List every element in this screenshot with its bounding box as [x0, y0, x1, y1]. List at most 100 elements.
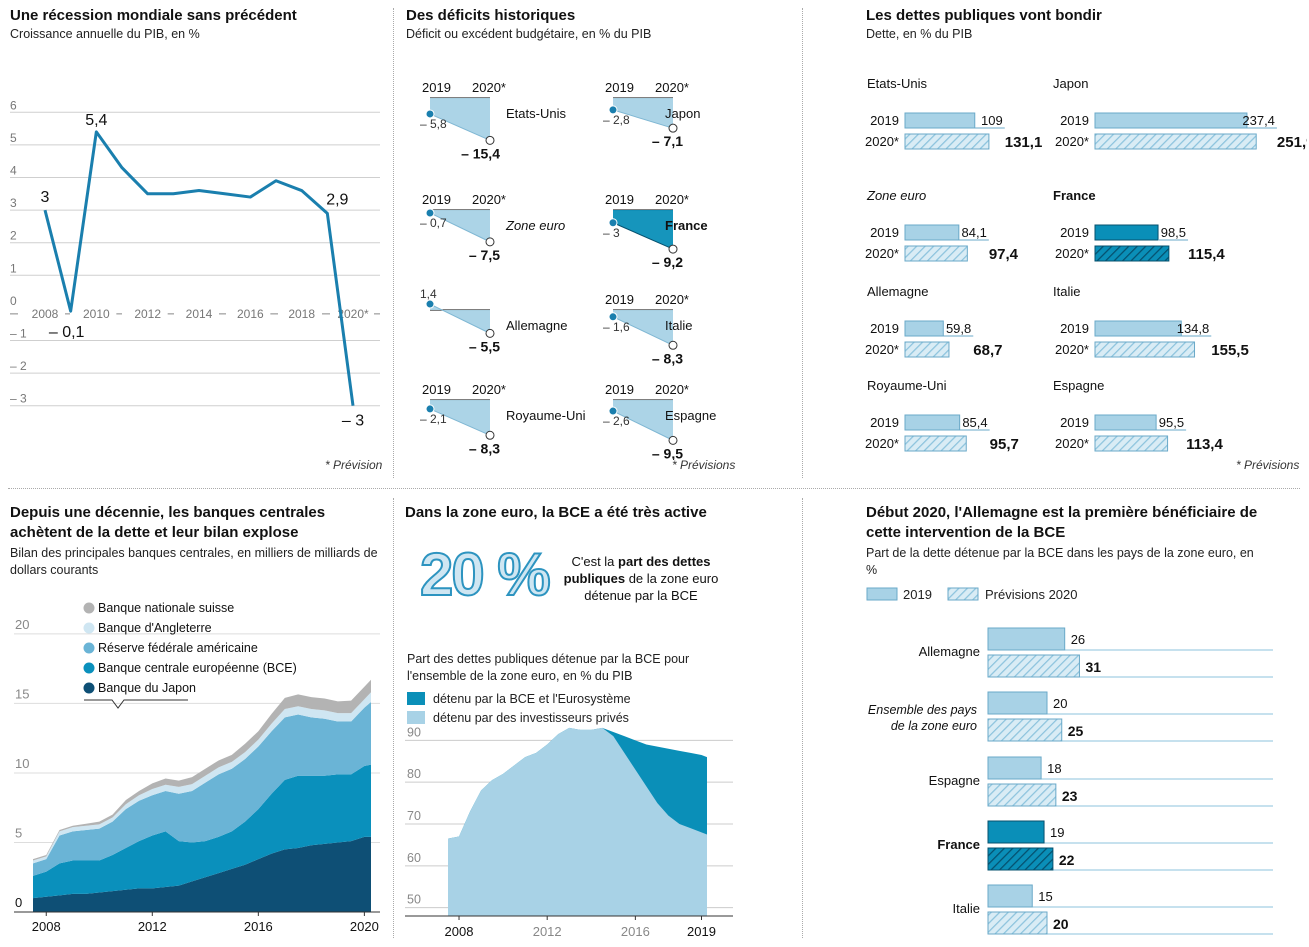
share-label-2019: 26	[1071, 632, 1085, 647]
debt-year-2020: 2020*	[865, 342, 899, 357]
deficit-label-2019: – 0,7	[420, 216, 447, 230]
deficits-note: * Prévisions	[672, 458, 736, 472]
deficit-slope	[429, 212, 491, 243]
debt-label-2019: 84,1	[962, 225, 987, 240]
banks-title: Depuis une décennie, les banques central…	[10, 504, 326, 541]
deficit-slope	[429, 303, 491, 334]
share-label-2020: 20	[1053, 916, 1069, 932]
deficit-year-2020: 2020*	[472, 192, 506, 207]
deficit-label-2020: – 8,3	[652, 350, 683, 366]
debt-country-name: Zone euro	[866, 188, 926, 203]
deficit-label-2020: – 5,5	[469, 338, 500, 354]
gdp-data-label: 3	[41, 189, 50, 206]
share-legend-label: Prévisions 2020	[985, 587, 1078, 602]
deficit-label-2019: – 3	[603, 226, 620, 240]
deficit-slope	[429, 113, 491, 141]
gdp-y-tick: – 1	[10, 327, 27, 341]
share-label-2020: 31	[1085, 659, 1101, 675]
separator-h	[8, 488, 1300, 489]
debt-label-2020: 113,4	[1186, 436, 1223, 453]
banks-y-tick: 15	[15, 686, 29, 701]
debt-label-2020: 115,4	[1188, 246, 1225, 263]
bce-chart: détenu par la BCE et l'Eurosystème détenu…	[405, 692, 733, 939]
gdp-x-label: 2014	[186, 307, 213, 321]
debt-label-2020: 131,1	[1005, 134, 1043, 151]
deficit-point-2020	[668, 123, 678, 133]
gdp-panel: Une récession mondiale sans précédent Cr…	[10, 6, 388, 43]
share-bar-2020	[987, 654, 1080, 678]
deficit-label-2019: – 5,8	[420, 117, 447, 131]
bce-title: Dans la zone euro, la BCE a été très act…	[405, 504, 707, 521]
debt-bar-2020	[1094, 435, 1169, 452]
gdp-y-tick: 4	[10, 164, 17, 178]
deficit-year-2020: 2020*	[655, 382, 689, 397]
gdp-x-label: 2016	[237, 307, 264, 321]
bce-y-tick: 70	[407, 809, 421, 823]
debt-year-2019: 2019	[1060, 415, 1089, 430]
debt-year-2019: 2019	[1060, 113, 1089, 128]
share-bar-2019	[987, 627, 1066, 651]
deficit-year-2020: 2020*	[655, 192, 689, 207]
deficit-slope	[612, 222, 674, 250]
deficit-area	[613, 210, 673, 250]
gdp-x-label-bg	[127, 306, 168, 321]
deficit-country-name: Zone euro	[505, 218, 565, 233]
deficit-area	[613, 400, 673, 441]
separator-v2	[802, 8, 803, 478]
debt-bar-2020	[904, 435, 967, 452]
bce-y-tick: 60	[407, 851, 421, 865]
deficit-year-2019: 2019	[605, 80, 634, 95]
debt-bar-2019	[1094, 112, 1248, 129]
share-label-2019: 19	[1050, 825, 1064, 840]
share-subtitle: Part de la dette détenue par la BCE dans…	[866, 546, 1254, 577]
deficit-country-name: Etats-Unis	[506, 106, 566, 121]
share-label-2019: 15	[1038, 889, 1052, 904]
bce-x-tick: 2016	[621, 924, 650, 939]
bce-big-text-bold: part des dettes publiques	[563, 554, 711, 586]
deficit-country-name: Italie	[665, 318, 692, 333]
debt-year-2019: 2019	[1060, 321, 1089, 336]
bce-panel: Dans la zone euro, la BCE a été très act…	[405, 503, 795, 523]
deficits-subtitle: Déficit ou excédent budgétaire, en % du …	[406, 27, 652, 41]
banks-panel: Depuis une décennie, les banques central…	[10, 503, 380, 579]
deficit-point-2019	[608, 105, 618, 115]
deficit-country-name: Allemagne	[506, 318, 567, 333]
deficit-point-2019	[608, 218, 618, 228]
deficit-point-2019	[608, 406, 618, 416]
debt-year-2020: 2020*	[865, 134, 899, 149]
debt-country-name: Royaume-Uni	[867, 378, 947, 393]
banks-legend-label: Réserve fédérale américaine	[98, 641, 258, 655]
banks-y-tick: 20	[15, 617, 29, 632]
debt-label-2020: 68,7	[973, 342, 1002, 359]
share-bar-2019	[987, 820, 1045, 844]
bce-x-tick: 2019	[687, 924, 716, 939]
deficit-point-2019	[425, 208, 435, 218]
debt-bar-2020	[904, 245, 968, 262]
banks-legend-pointer	[84, 699, 188, 709]
gdp-x-label: 2020*	[337, 307, 369, 321]
gdp-data-label: – 3	[342, 413, 364, 430]
debts-subtitle: Dette, en % du PIB	[866, 27, 973, 41]
debt-country-name: Espagne	[1053, 378, 1104, 393]
share-title: Début 2020, l'Allemagne est la première …	[866, 504, 1258, 541]
banks-chart: 0 5 10 15 20 2008 2012 2016 2020 Banque nationale…	[14, 601, 380, 934]
bce-y-tick: 80	[407, 767, 421, 781]
banks-y-tick: 10	[15, 756, 29, 771]
deficit-slope	[612, 316, 674, 346]
separator-v4	[802, 498, 803, 938]
deficit-year-2019: 2019	[422, 192, 451, 207]
deficit-area	[613, 310, 673, 346]
bce-y-tick: 50	[407, 893, 421, 907]
deficit-point-2020	[485, 237, 495, 247]
debt-year-2019: 2019	[870, 415, 899, 430]
deficit-label-2020: – 8,3	[469, 440, 500, 456]
debt-year-2019: 2019	[1060, 225, 1089, 240]
share-bar-2020	[987, 911, 1048, 935]
deficit-slope	[612, 410, 674, 441]
banks-area-1	[33, 764, 371, 899]
gdp-y-tick: 0	[10, 294, 17, 308]
debt-year-2020: 2020*	[1055, 342, 1089, 357]
debts-note: * Prévisions	[1236, 458, 1300, 472]
separator-v1	[393, 8, 394, 478]
share-chart: 2019 Prévisions 20202631Allemagne2025Ense…	[866, 587, 1273, 935]
